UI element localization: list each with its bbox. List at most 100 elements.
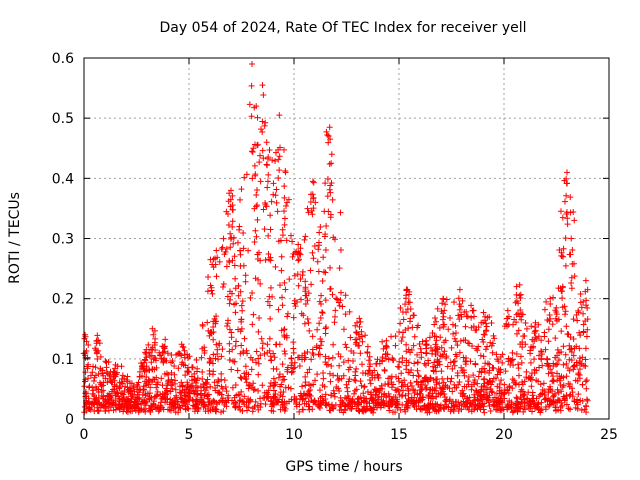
data-point <box>566 393 573 400</box>
data-point <box>261 122 268 129</box>
data-point <box>328 362 335 369</box>
data-point <box>508 357 515 364</box>
data-point <box>336 302 343 309</box>
data-point <box>582 356 589 363</box>
data-point <box>297 275 304 282</box>
data-point <box>268 198 275 205</box>
data-point <box>279 361 286 368</box>
data-point <box>320 370 327 377</box>
data-point <box>425 391 432 398</box>
data-point <box>331 390 338 397</box>
data-point <box>189 382 196 389</box>
data-point <box>223 263 230 270</box>
data-point <box>93 337 100 344</box>
data-point <box>235 282 242 289</box>
data-point <box>242 363 249 370</box>
data-point <box>266 335 273 342</box>
data-point <box>223 245 230 252</box>
data-point <box>309 191 316 198</box>
data-point <box>164 350 171 357</box>
data-point <box>151 339 158 346</box>
data-point <box>81 403 88 410</box>
data-point <box>82 352 89 359</box>
data-point <box>186 389 193 396</box>
data-point <box>561 395 568 402</box>
data-point <box>143 346 150 353</box>
data-point <box>229 384 236 391</box>
data-point <box>469 307 476 314</box>
data-point <box>212 355 219 362</box>
data-point <box>544 356 551 363</box>
data-point <box>279 294 286 301</box>
data-point <box>449 388 456 395</box>
data-point <box>288 362 295 369</box>
data-point <box>204 405 211 412</box>
data-point <box>157 391 164 398</box>
data-point <box>86 399 93 406</box>
data-point <box>246 101 253 108</box>
data-point <box>584 316 591 323</box>
data-point <box>482 386 489 393</box>
data-point <box>150 398 157 405</box>
data-point <box>359 361 366 368</box>
data-point <box>562 308 569 315</box>
data-point <box>237 288 244 295</box>
data-point <box>456 316 463 323</box>
data-point <box>398 383 405 390</box>
data-point <box>403 398 410 405</box>
data-point <box>424 377 431 384</box>
data-point <box>258 335 265 342</box>
data-point <box>287 385 294 392</box>
data-point <box>189 377 196 384</box>
data-points <box>80 61 591 416</box>
data-point <box>338 289 345 296</box>
data-point <box>231 301 238 308</box>
data-point <box>471 376 478 383</box>
data-point <box>108 379 115 386</box>
data-point <box>584 304 591 311</box>
data-point <box>552 354 559 361</box>
y-tick-label: 0.3 <box>52 232 74 248</box>
data-point <box>163 357 170 364</box>
data-point <box>442 301 449 308</box>
data-point <box>528 370 535 377</box>
data-point <box>411 360 418 367</box>
data-point <box>241 335 248 342</box>
data-point <box>219 244 226 251</box>
data-point <box>482 346 489 353</box>
data-point <box>574 362 581 369</box>
data-point <box>226 348 233 355</box>
data-point <box>390 357 397 364</box>
data-point <box>95 408 102 415</box>
data-point <box>352 372 359 379</box>
data-point <box>213 247 220 254</box>
data-point <box>294 354 301 361</box>
data-point <box>226 356 233 363</box>
data-point <box>353 405 360 412</box>
data-point <box>145 405 152 412</box>
data-point <box>204 288 211 295</box>
data-point <box>212 405 219 412</box>
data-point <box>460 354 467 361</box>
data-point <box>554 399 561 406</box>
data-point <box>272 263 279 270</box>
data-point <box>529 408 536 415</box>
data-point <box>147 384 154 391</box>
data-point <box>504 406 511 413</box>
data-point <box>302 233 309 240</box>
data-point <box>267 284 274 291</box>
data-point <box>237 251 244 258</box>
data-point <box>292 303 299 310</box>
data-point <box>160 406 167 413</box>
data-point <box>259 340 266 347</box>
grid-layer <box>84 58 609 419</box>
data-point <box>329 354 336 361</box>
data-point <box>413 406 420 413</box>
data-point <box>115 401 122 408</box>
data-point <box>522 319 529 326</box>
data-point <box>226 326 233 333</box>
data-point <box>392 333 399 340</box>
data-point <box>295 249 302 256</box>
data-point <box>392 342 399 349</box>
data-point <box>489 378 496 385</box>
